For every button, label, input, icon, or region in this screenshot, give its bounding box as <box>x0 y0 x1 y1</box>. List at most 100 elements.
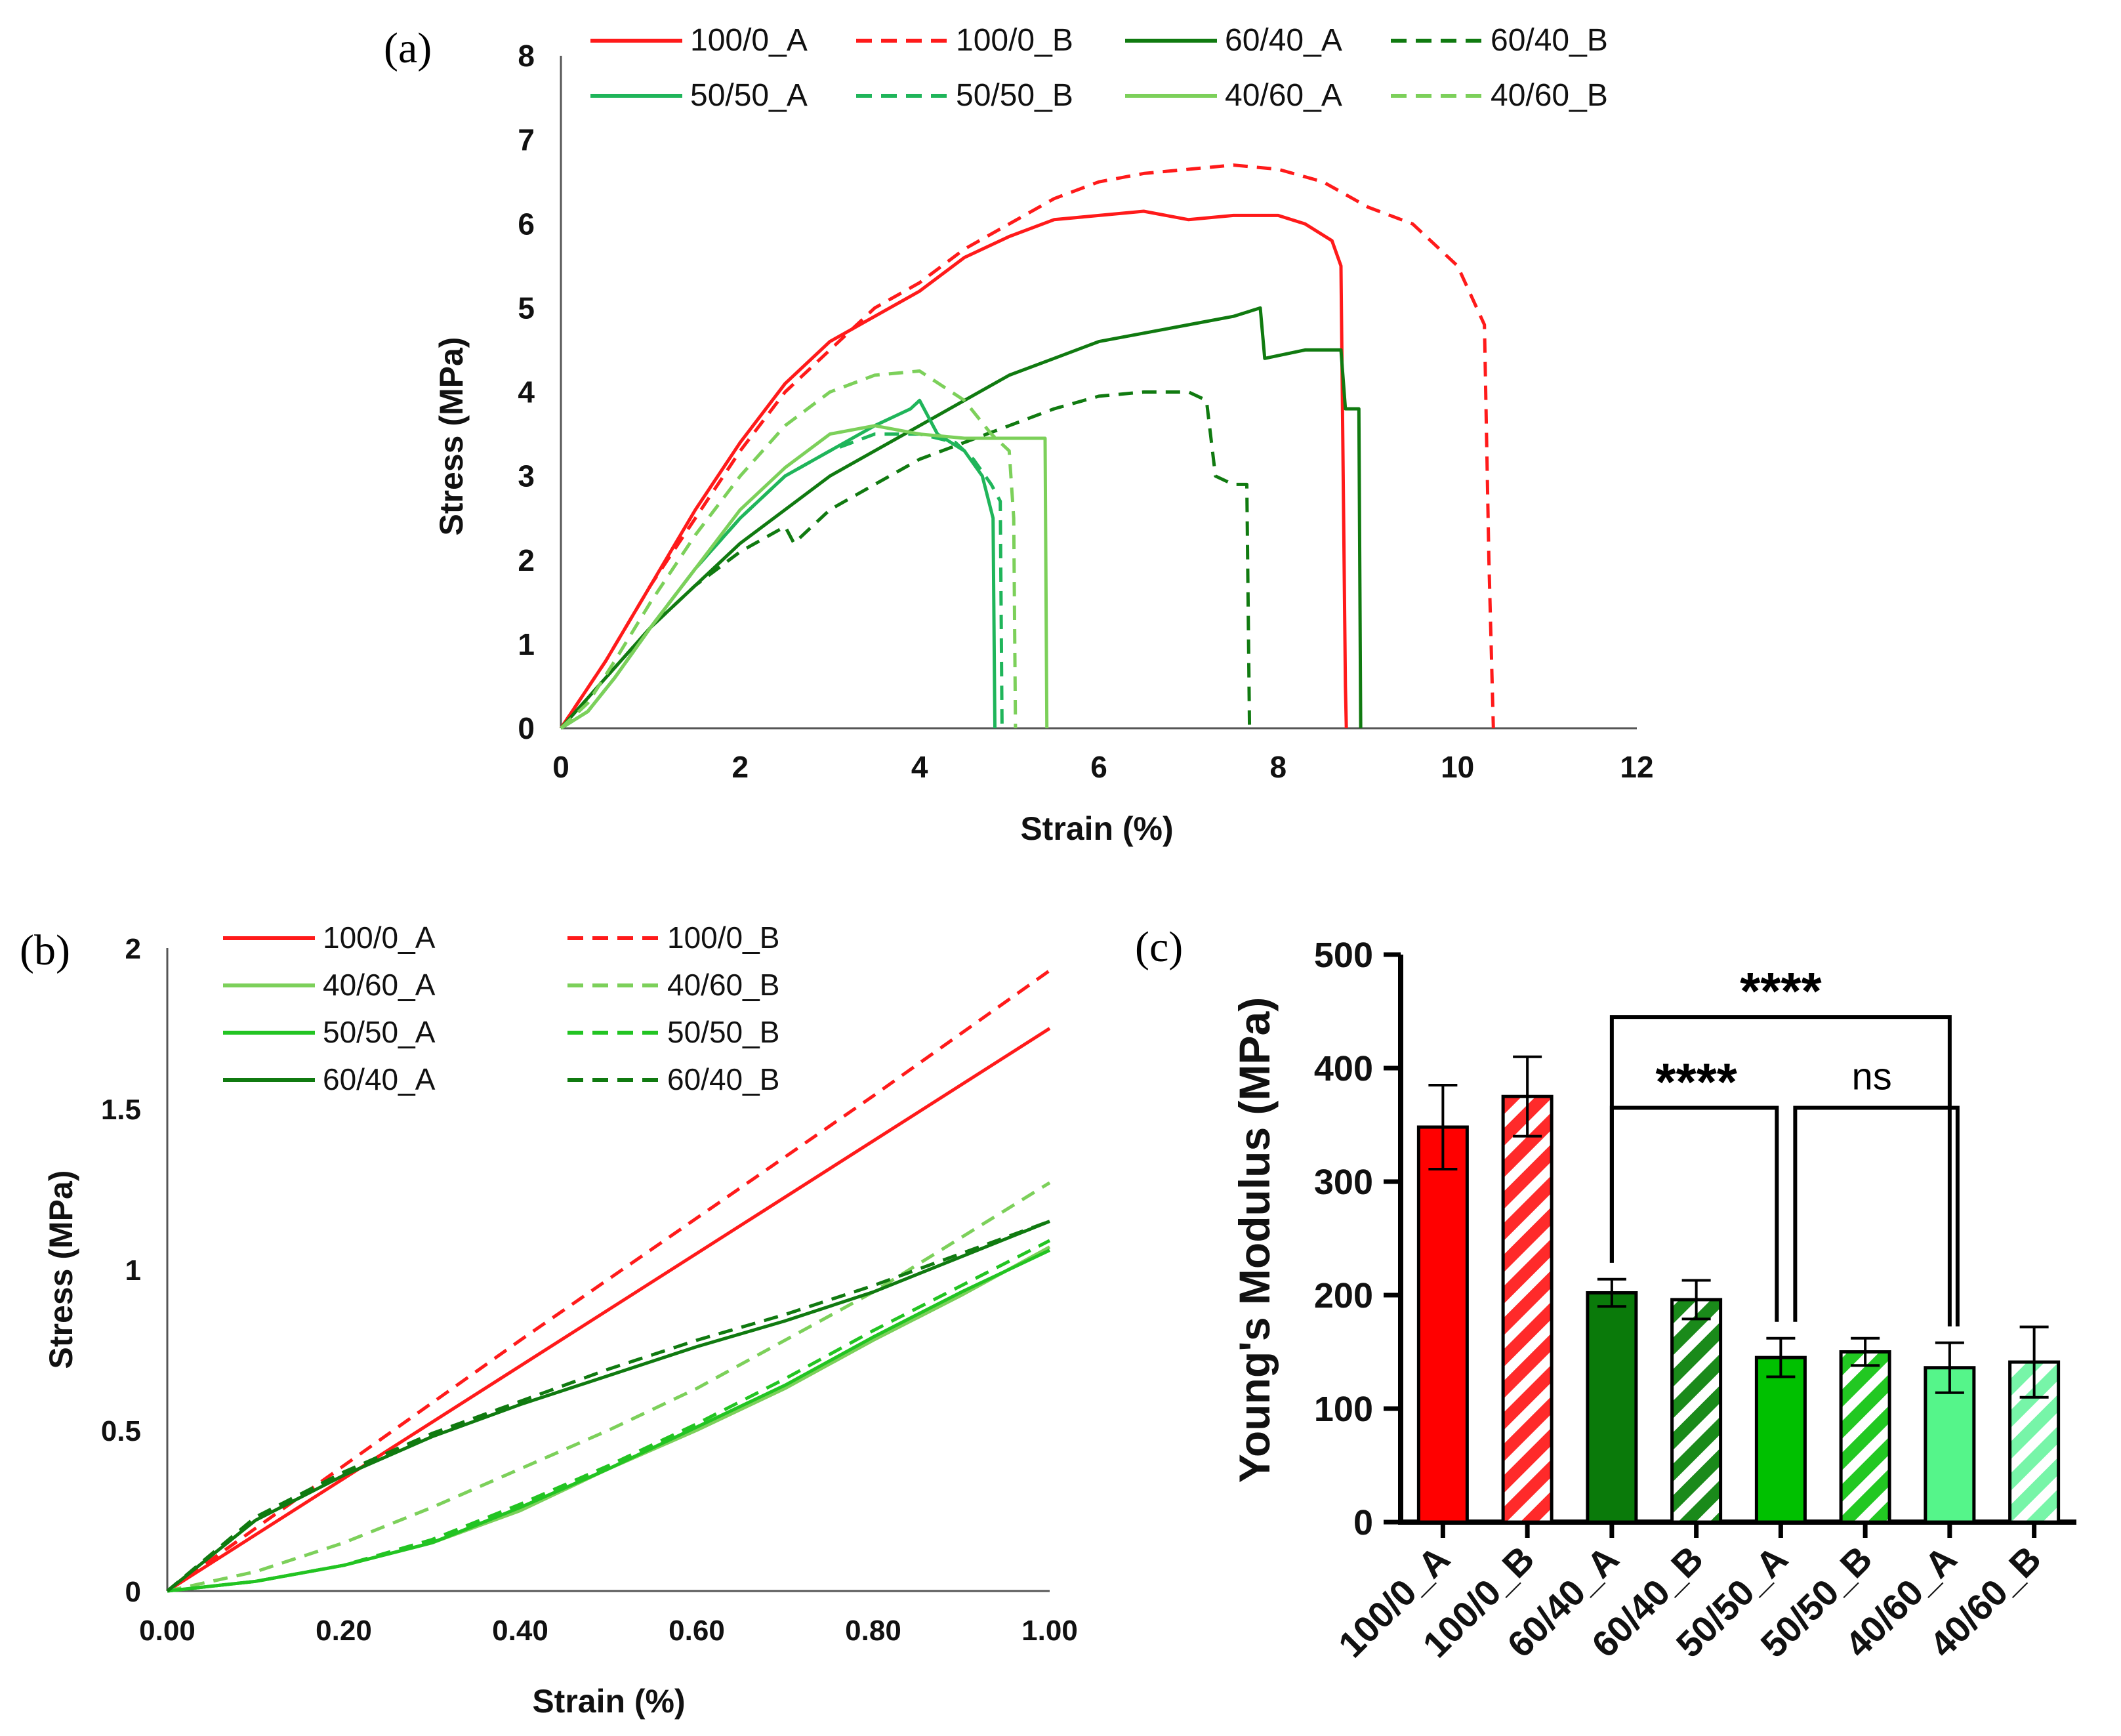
b-x-tick-label: 1.00 <box>1021 1615 1078 1647</box>
a-x-tick-label: 10 <box>1441 750 1474 784</box>
series-line-50-50-b <box>167 1239 1051 1593</box>
series-line-60-40-b <box>560 390 1252 730</box>
b-x-tick-label: 0.20 <box>316 1615 372 1647</box>
series-line-100-0-b <box>559 163 1495 730</box>
significance-label: **** <box>1655 1053 1737 1111</box>
bar-40-60-b <box>2008 1325 2061 1524</box>
series-line-50-50-a <box>167 1249 1051 1593</box>
legend-label: 60/40_A <box>323 1062 436 1096</box>
b-y-tick-label: 0.5 <box>101 1415 141 1447</box>
series-line-40-60-b <box>167 1181 1051 1593</box>
a-x-tick-label: 0 <box>552 750 569 784</box>
a-x-tick-label: 12 <box>1620 750 1653 784</box>
bar-50-50-b <box>1839 1336 1891 1524</box>
b-x-tick-label: 0.60 <box>669 1615 725 1647</box>
panel-b-y-ticks: 0 0.5 1 1.5 2 <box>101 933 141 1608</box>
a-y-tick-label: 7 <box>518 123 535 157</box>
series-line-40-60-a <box>167 1245 1051 1593</box>
b-y-tick-label: 1.5 <box>101 1094 141 1126</box>
significance-bracket <box>1609 1106 1779 1322</box>
panel-b-initial-region-chart: (b) 0 0.5 1 1.5 2 0.00 0.20 0.40 0.60 0.80 1.00 S… <box>20 920 1078 1720</box>
significance-bracket <box>1793 1106 1960 1327</box>
bar-60-40-a <box>1586 1277 1638 1524</box>
panel-c-y-title: Young's Modulus (MPa) <box>1230 997 1279 1483</box>
series-line-40-60-a <box>560 424 1049 730</box>
panel-a-y-title: Stress (MPa) <box>433 337 470 536</box>
a-y-tick-label: 1 <box>518 627 535 661</box>
a-y-tick-label: 3 <box>518 459 535 493</box>
b-x-tick-label: 0.00 <box>139 1615 196 1647</box>
b-y-tick-label: 1 <box>125 1254 141 1287</box>
significance-label: ns <box>1851 1056 1891 1098</box>
a-y-tick-label: 0 <box>518 711 535 745</box>
panel-a-y-ticks: 0 1 2 3 4 5 6 7 8 <box>518 39 535 745</box>
panel-a-series-lines <box>559 163 1495 730</box>
b-x-tick-label: 0.80 <box>845 1615 901 1647</box>
a-x-tick-label: 6 <box>1090 750 1107 784</box>
panel-b-series-lines <box>166 969 1051 1593</box>
bar-100-0-b <box>1501 1055 1554 1524</box>
c-y-tick-label: 400 <box>1314 1049 1373 1088</box>
legend-label: 100/0_A <box>323 920 436 955</box>
bar-40-60-a <box>1924 1341 1976 1524</box>
panel-b-y-title: Stress (MPa) <box>43 1170 79 1369</box>
series-line-100-0-b <box>166 969 1051 1593</box>
series-line-50-50-b <box>560 432 1004 730</box>
b-x-tick-label: 0.40 <box>492 1615 548 1647</box>
a-x-tick-label: 2 <box>732 750 749 784</box>
bar-fill <box>1587 1292 1636 1522</box>
panel-c-youngs-modulus-bar-chart: (c) 0 100 200 300 400 500 100/0_A100/0_B60/40… <box>1135 923 2076 1665</box>
series-line-60-40-a <box>560 306 1363 730</box>
c-y-tick-label: 0 <box>1353 1503 1373 1542</box>
bar-60-40-b <box>1670 1279 1723 1524</box>
legend-label: 40/60_B <box>667 968 779 1002</box>
b-y-tick-label: 2 <box>125 933 141 965</box>
legend-label: 40/60_A <box>1225 78 1342 113</box>
c-y-tick-label: 500 <box>1314 936 1373 975</box>
legend-label: 40/60_B <box>1491 78 1608 113</box>
panel-c-label: (c) <box>1135 923 1183 971</box>
legend-label: 40/60_A <box>323 968 436 1002</box>
panel-a-label: (a) <box>384 24 432 72</box>
panel-c-bars <box>1416 1055 2061 1524</box>
a-y-tick-label: 5 <box>518 291 535 325</box>
series-line-100-0-a <box>559 209 1348 730</box>
legend-label: 60/40_B <box>1491 23 1608 58</box>
panel-a-x-ticks: 0 2 4 6 8 10 12 <box>552 750 1653 784</box>
significance-label: **** <box>1740 962 1822 1020</box>
panel-b-label: (b) <box>20 926 70 974</box>
legend-label: 50/50_A <box>323 1015 436 1049</box>
legend-label: 100/0_A <box>690 23 808 58</box>
c-y-tick-label: 200 <box>1314 1276 1373 1315</box>
legend-label: 100/0_B <box>667 920 779 955</box>
a-y-tick-label: 8 <box>518 39 535 73</box>
a-y-tick-label: 2 <box>518 543 535 577</box>
series-line-100-0-a <box>166 1027 1051 1593</box>
bar-fill <box>1756 1357 1805 1522</box>
series-line-40-60-b <box>560 369 1018 730</box>
bar-fill <box>1418 1126 1468 1522</box>
legend-label: 60/40_B <box>667 1062 779 1096</box>
panel-c-y-ticks: 0 100 200 300 400 500 <box>1314 936 1401 1542</box>
legend-label: 100/0_B <box>956 23 1073 58</box>
bar-100-0-a <box>1416 1083 1469 1524</box>
bar-50-50-a <box>1754 1336 1807 1524</box>
panel-b-x-title: Strain (%) <box>532 1683 685 1720</box>
a-x-tick-label: 8 <box>1270 750 1287 784</box>
series-line-60-40-b <box>166 1220 1050 1592</box>
legend-label: 50/50_B <box>667 1015 779 1049</box>
series-line-50-50-a <box>560 398 997 730</box>
a-x-tick-label: 4 <box>911 750 928 784</box>
series-line-60-40-a <box>166 1220 1050 1592</box>
c-y-tick-label: 300 <box>1314 1163 1373 1202</box>
legend-label: 50/50_B <box>956 78 1073 113</box>
legend-label: 60/40_A <box>1225 23 1342 58</box>
b-y-tick-label: 0 <box>125 1576 141 1608</box>
bar-hatch <box>1672 1299 1721 1522</box>
panel-b-legend: 100/0_A 100/0_B 40/60_A 40/60_B 50/50_A 50/50… <box>223 920 779 1096</box>
a-y-tick-label: 6 <box>518 207 535 241</box>
panel-a-x-title: Strain (%) <box>1020 810 1173 847</box>
bar-hatch <box>1503 1096 1552 1522</box>
